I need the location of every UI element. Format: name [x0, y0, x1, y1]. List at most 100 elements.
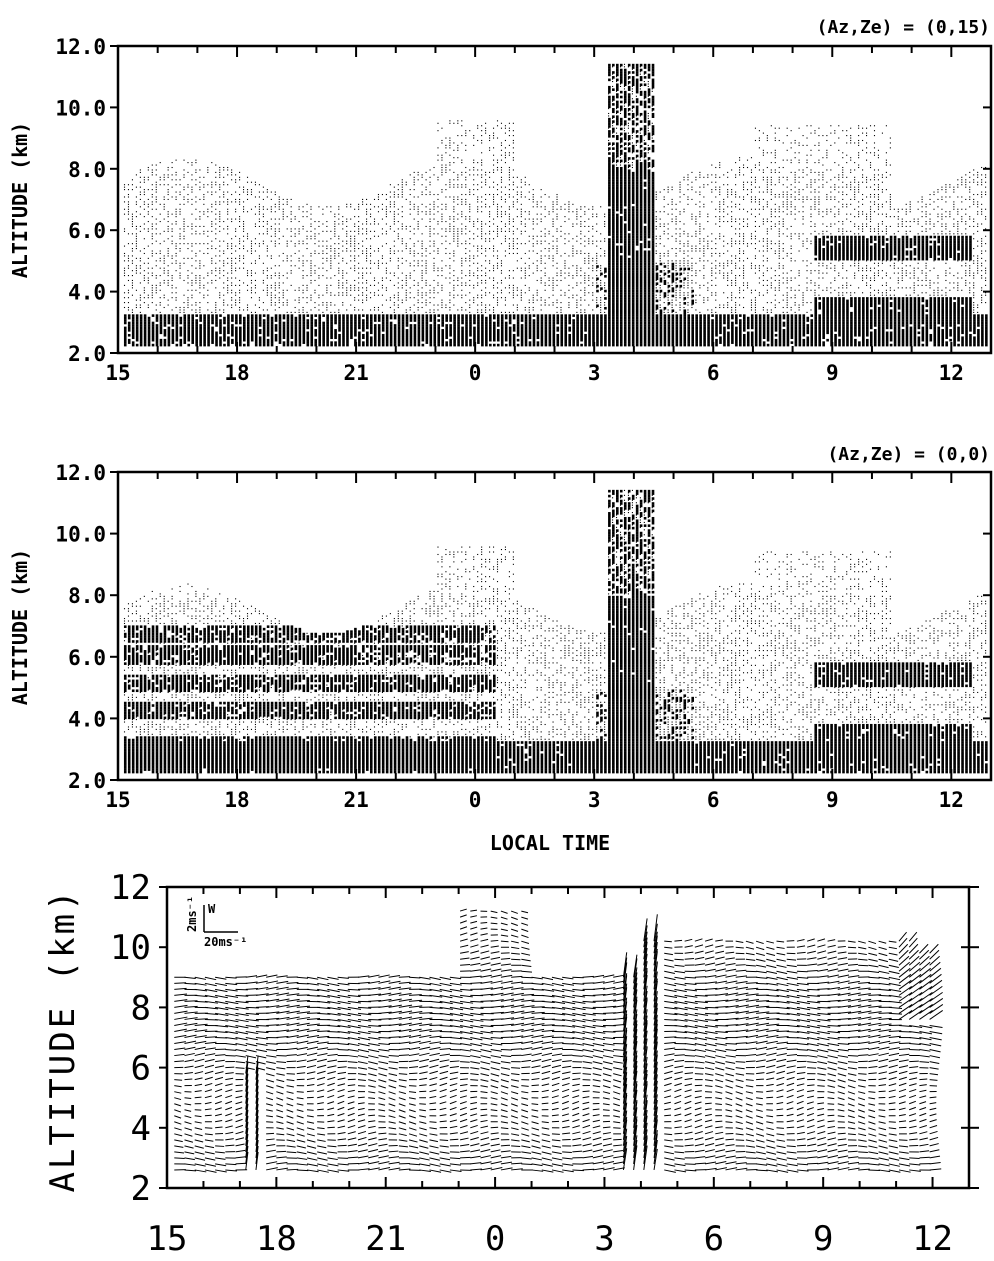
- echo-mark: [362, 326, 365, 330]
- echo-mark: [409, 193, 411, 196]
- echo-mark: [346, 343, 349, 347]
- echo-mark: [401, 257, 403, 259]
- echo-mark: [524, 211, 526, 213]
- echo-mark: [199, 329, 202, 332]
- echo-mark: [492, 265, 495, 267]
- echo-mark: [219, 203, 221, 205]
- echo-mark: [278, 206, 280, 208]
- echo-mark: [528, 333, 532, 337]
- echo-mark: [473, 179, 475, 181]
- echo-mark: [413, 252, 415, 255]
- echo-mark: [302, 216, 304, 218]
- echo-mark: [258, 191, 260, 193]
- echo-mark: [457, 338, 460, 342]
- echo-mark: [437, 248, 439, 250]
- echo-mark: [564, 343, 568, 347]
- echo-mark: [608, 267, 611, 271]
- echo-mark: [223, 287, 225, 289]
- echo-mark: [461, 142, 463, 144]
- echo-mark: [516, 252, 518, 255]
- echo-mark: [246, 321, 250, 325]
- echo-mark: [278, 203, 280, 205]
- echo-mark: [342, 216, 344, 218]
- echo-mark: [405, 225, 407, 228]
- echo-mark: [500, 159, 503, 161]
- echo-mark: [477, 250, 479, 252]
- echo-mark: [306, 248, 308, 250]
- echo-mark: [564, 233, 566, 235]
- echo-mark: [580, 314, 583, 317]
- echo-mark: [191, 279, 193, 282]
- echo-mark: [266, 275, 268, 277]
- echo-mark: [532, 321, 536, 325]
- echo-mark: [608, 196, 611, 200]
- echo-mark: [520, 333, 524, 337]
- echo-mark: [286, 341, 290, 344]
- echo-mark: [389, 297, 391, 299]
- echo-mark: [588, 240, 590, 242]
- echo-mark: [143, 181, 145, 183]
- echo-mark: [270, 206, 272, 208]
- echo-mark: [608, 218, 611, 222]
- echo-mark: [469, 174, 471, 176]
- echo-mark: [381, 329, 385, 332]
- echo-mark: [584, 211, 586, 213]
- echo-mark: [362, 287, 364, 289]
- echo-mark: [548, 279, 550, 282]
- echo-mark: [556, 238, 558, 240]
- echo-mark: [405, 284, 407, 286]
- echo-mark: [401, 287, 403, 289]
- echo-mark: [207, 252, 209, 255]
- echo-mark: [373, 292, 376, 294]
- echo-mark: [568, 316, 571, 320]
- echo-mark: [199, 324, 202, 327]
- echo-mark: [389, 321, 393, 325]
- echo-mark: [318, 275, 320, 277]
- echo-mark: [536, 201, 538, 203]
- echo-mark: [282, 336, 286, 340]
- echo-mark: [608, 299, 611, 303]
- echo-mark: [358, 216, 360, 218]
- echo-mark: [334, 248, 336, 250]
- echo-mark: [385, 314, 389, 317]
- echo-mark: [473, 336, 476, 340]
- echo-mark: [381, 208, 383, 210]
- echo-mark: [342, 228, 344, 230]
- echo-mark: [369, 252, 372, 255]
- echo-mark: [409, 341, 413, 344]
- echo-mark: [306, 331, 310, 335]
- echo-mark: [242, 257, 245, 259]
- echo-mark: [461, 193, 463, 196]
- echo-mark: [516, 306, 518, 309]
- echo-mark: [425, 250, 427, 252]
- echo-mark: [258, 255, 260, 257]
- echo-mark: [536, 294, 538, 296]
- echo-mark: [465, 324, 468, 327]
- echo-mark: [508, 314, 512, 317]
- echo-mark: [179, 319, 183, 322]
- echo-mark: [616, 90, 618, 92]
- echo-mark: [612, 117, 614, 119]
- echo-mark: [123, 331, 127, 335]
- echo-mark: [231, 267, 233, 269]
- echo-mark: [278, 292, 280, 294]
- echo-mark: [235, 304, 237, 306]
- echo-mark: [413, 326, 417, 330]
- echo-mark: [465, 233, 467, 235]
- echo-mark: [465, 166, 467, 169]
- echo-mark: [473, 193, 475, 196]
- echo-mark: [318, 240, 320, 242]
- echo-mark: [437, 304, 439, 306]
- echo-mark: [227, 284, 229, 286]
- echo-mark: [604, 216, 606, 218]
- echo-mark: [520, 233, 522, 235]
- echo-mark: [512, 314, 516, 317]
- echo-mark: [175, 255, 177, 257]
- echo-mark: [143, 270, 145, 272]
- echo-mark: [373, 198, 376, 200]
- echo-mark: [239, 198, 241, 200]
- echo-mark: [576, 270, 578, 272]
- echo-mark: [540, 213, 542, 215]
- echo-mark: [481, 176, 483, 178]
- echo-mark: [457, 213, 459, 215]
